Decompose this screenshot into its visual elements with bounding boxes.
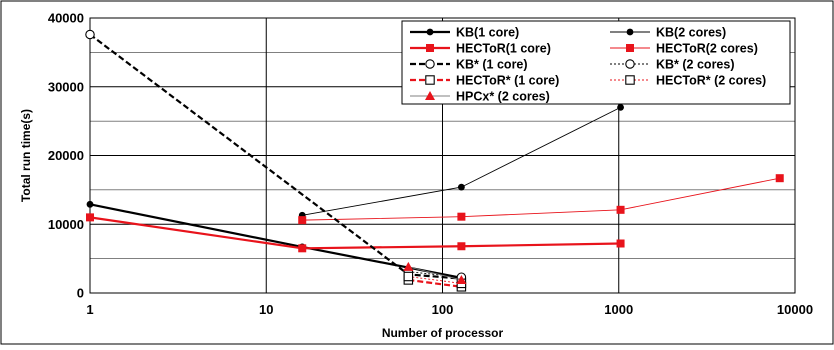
y-tick-label: 10000	[48, 217, 84, 232]
legend-swatch-marker	[426, 28, 434, 36]
legend-swatch-marker	[425, 91, 435, 100]
legend-label: HECToR* (1 core)	[456, 74, 559, 88]
legend-item: KB* (2 cores)	[610, 58, 735, 72]
data-point	[86, 213, 94, 222]
y-axis-tick-labels: 0 10000 20000 30000 40000	[48, 11, 84, 301]
y-axis-label: Total run time(s)	[19, 109, 33, 202]
legend-swatch-marker	[626, 44, 634, 52]
y-tick-label: 40000	[48, 11, 84, 26]
series-3	[298, 174, 784, 225]
x-tick-label: 1	[86, 302, 93, 317]
data-point	[86, 200, 94, 208]
y-tick-label: 30000	[48, 79, 84, 94]
data-point	[85, 29, 95, 40]
legend-item: HECToR* (1 core)	[410, 74, 559, 88]
legend-item: KB* (1 core)	[410, 58, 528, 72]
legend-item: HECToR* (2 cores)	[610, 74, 766, 88]
legend-box	[401, 20, 791, 105]
data-point	[403, 271, 414, 282]
plot-area-border	[89, 17, 796, 294]
series-line	[302, 177, 780, 221]
data-point	[616, 205, 625, 214]
legend-label: KB(2 cores)	[656, 26, 726, 40]
legend-item: KB(1 core)	[410, 26, 519, 40]
series-8	[403, 261, 467, 284]
data-point	[775, 174, 784, 183]
legend-label: HECToR(2 cores)	[656, 42, 758, 56]
legend-label: HPCx* (2 cores)	[456, 90, 550, 104]
series-line	[89, 216, 621, 250]
legend-item: KB(2 cores)	[610, 26, 726, 40]
data-point	[617, 103, 624, 111]
legend-swatch-marker	[425, 75, 435, 85]
y-tick-label: 0	[77, 286, 84, 301]
data-point	[298, 216, 307, 225]
x-tick-label: 10000	[777, 302, 813, 317]
legend: KB(1 core) KB(2 cores) HECToR(1 core) HECTo…	[401, 20, 791, 105]
data-point	[403, 261, 414, 271]
legend-swatch-marker	[625, 75, 635, 85]
data-point	[456, 274, 467, 284]
legend-label: KB* (1 core)	[456, 58, 528, 72]
legend-label: KB* (2 cores)	[656, 58, 735, 72]
x-tick-label: 100	[432, 302, 454, 317]
legend-swatch-marker	[626, 28, 634, 36]
data-point	[457, 242, 466, 251]
series-2	[86, 213, 625, 253]
data-point	[457, 183, 465, 191]
series-line	[408, 266, 462, 281]
x-tick-label: 1000	[604, 302, 633, 317]
x-axis-label: Number of processor	[382, 326, 504, 340]
legend-label: HECToR* (2 cores)	[656, 74, 766, 88]
legend-label: HECToR(1 core)	[456, 42, 551, 56]
legend-item: HPCx* (2 cores)	[410, 90, 550, 104]
legend-item: HECToR(1 core)	[410, 42, 551, 56]
legend-swatch-marker	[426, 44, 434, 52]
data-point	[298, 244, 307, 253]
data-point	[457, 212, 466, 221]
x-axis-tick-labels: 1 10 100 1000 10000	[86, 302, 813, 317]
y-tick-label: 20000	[48, 148, 84, 163]
data-point	[616, 239, 625, 248]
legend-label: KB(1 core)	[456, 26, 519, 40]
legend-swatch-marker	[625, 59, 635, 69]
series-line	[408, 276, 462, 284]
series-line	[408, 271, 462, 278]
legend-swatch-marker	[425, 59, 435, 69]
legend-item: HECToR(2 cores)	[610, 42, 758, 56]
x-tick-label: 10	[259, 302, 273, 317]
data-series	[85, 29, 784, 292]
